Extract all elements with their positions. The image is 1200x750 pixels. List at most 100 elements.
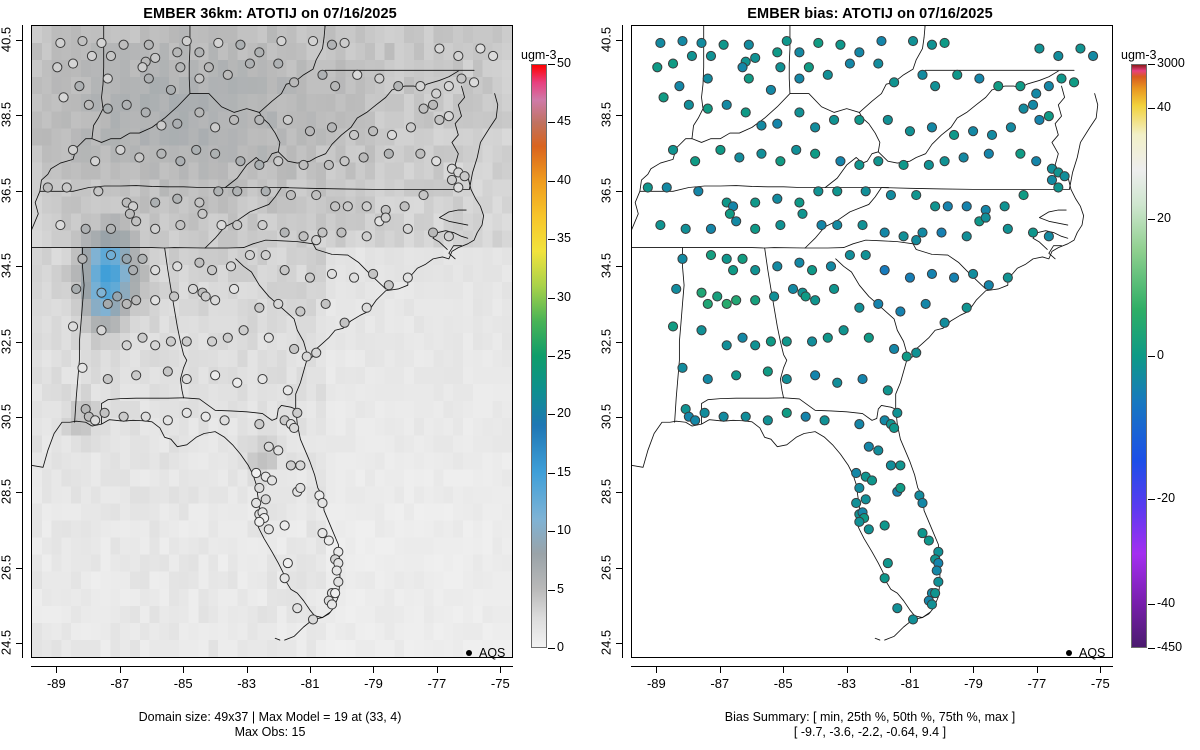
aqs-bias-marker <box>1046 174 1058 186</box>
aqs-bias-marker <box>828 114 840 125</box>
aqs-site-marker <box>279 227 290 238</box>
aqs-bias-marker <box>1059 171 1070 182</box>
aqs-site-marker <box>150 223 161 234</box>
colorbar-tick-label: 0 <box>1157 348 1164 362</box>
aqs-bias-marker <box>917 497 928 509</box>
aqs-bias-marker <box>958 152 969 163</box>
aqs-site-marker <box>254 47 265 58</box>
aqs-site-marker <box>131 370 142 381</box>
aqs-site-marker <box>105 223 117 234</box>
aqs-bias-marker <box>674 81 685 92</box>
aqs-site-marker <box>150 340 161 351</box>
aqs-site-marker <box>418 189 429 201</box>
x-tick <box>56 666 58 673</box>
x-tick-label: -75 <box>1090 676 1110 691</box>
aqs-site-marker <box>415 148 426 159</box>
aqs-site-marker <box>431 156 442 167</box>
aqs-site-marker <box>443 111 454 122</box>
aqs-site-marker <box>402 272 413 283</box>
colorbar-tick <box>1148 648 1155 649</box>
x-tick <box>783 666 785 673</box>
aqs-bias-marker <box>873 445 884 456</box>
aqs-site-marker <box>317 69 328 80</box>
map-boundary-line <box>188 26 191 95</box>
y-tick-label: 32.5 <box>598 328 614 354</box>
aqs-bias-marker <box>917 227 928 238</box>
aqs-bias-marker <box>705 50 717 62</box>
colorbar-tick-label: 40 <box>557 172 571 187</box>
aqs-bias-marker <box>873 58 884 69</box>
aqs-bias-marker <box>667 321 679 332</box>
aqs-bias-marker <box>933 576 944 587</box>
aqs-site-marker <box>348 129 360 141</box>
panel-title-model: EMBER 36km: ATOTIJ on 07/16/2025 <box>143 6 397 22</box>
aqs-bias-marker <box>835 39 846 50</box>
aqs-bias-marker <box>750 265 761 276</box>
y-tick <box>16 115 23 117</box>
colorbar-tick-label: -450 <box>1157 640 1183 654</box>
aqs-bias-marker <box>652 62 663 73</box>
x-tick-label: -87 <box>710 676 730 691</box>
aqs-bias-marker <box>794 257 805 268</box>
map-boundary-line <box>274 637 281 641</box>
aqs-site-marker <box>83 99 94 110</box>
aqs-bias-marker <box>879 520 890 531</box>
aqs-bias-marker <box>939 317 950 328</box>
map-boundary-line <box>1048 245 1062 260</box>
colorbar-tick <box>548 589 555 591</box>
aqs-site-marker <box>282 558 293 569</box>
map-boundary-line <box>783 397 897 421</box>
colorbar-tick <box>548 356 555 357</box>
aqs-site-marker <box>367 268 379 279</box>
aqs-bias-marker <box>904 126 916 137</box>
aqs-bias-marker <box>1053 50 1064 62</box>
aqs-site-marker <box>266 475 278 486</box>
y-tick <box>616 115 623 117</box>
map-boundary-line <box>788 26 791 95</box>
aqs-site-marker <box>96 37 107 49</box>
x-axis-line-bias <box>631 666 1113 667</box>
map-boundary-line <box>224 112 281 188</box>
aqs-bias-marker <box>866 475 878 486</box>
aqs-bias-marker <box>844 58 855 69</box>
aqs-site-marker <box>235 39 246 50</box>
aqs-bias-marker <box>756 148 767 159</box>
aqs-bias-marker <box>775 62 786 73</box>
aqs-bias-marker <box>832 219 843 231</box>
aqs-site-marker <box>254 516 265 527</box>
colorbar-tick-label: 20 <box>1157 210 1171 225</box>
aqs-site-marker <box>380 212 391 223</box>
aqs-bias-marker <box>939 156 950 167</box>
aqs-site-marker <box>210 370 221 381</box>
map-boundary-line <box>32 190 41 230</box>
y-tick <box>616 567 623 569</box>
y-tick <box>16 40 23 42</box>
aqs-site-marker <box>330 201 341 212</box>
model-map-svg <box>32 26 512 657</box>
aqs-site-marker <box>331 565 342 576</box>
caption-bias: Bias Summary: [ min, 25th %, 50th %, 75t… <box>600 710 1140 740</box>
aqs-site-marker <box>339 37 350 49</box>
colorbar-tick-label: 5 <box>557 581 564 596</box>
aqs-site-marker <box>311 235 322 246</box>
aqs-site-marker <box>42 182 53 193</box>
map-boundary-line <box>804 187 889 249</box>
map-boundary-line <box>764 247 788 399</box>
aqs-bias-marker <box>765 84 776 95</box>
aqs-bias-marker <box>873 156 884 167</box>
aqs-site-marker <box>222 332 233 343</box>
map-boundary-line <box>284 611 331 641</box>
aqs-bias-marker <box>920 298 931 310</box>
aqs-bias-marker <box>1031 156 1042 167</box>
aqs-site-marker <box>304 272 316 283</box>
colorbar-gradient-model <box>531 64 547 648</box>
aqs-bias-marker <box>781 373 792 385</box>
x-tick <box>436 666 438 673</box>
aqs-site-marker <box>434 114 445 125</box>
colorbar-tick-label: 25 <box>557 348 571 362</box>
aqs-site-marker <box>427 99 439 110</box>
aqs-site-marker <box>131 216 142 227</box>
aqs-site-marker <box>273 445 284 456</box>
aqs-bias-marker <box>879 227 890 238</box>
x-tick <box>310 666 312 673</box>
